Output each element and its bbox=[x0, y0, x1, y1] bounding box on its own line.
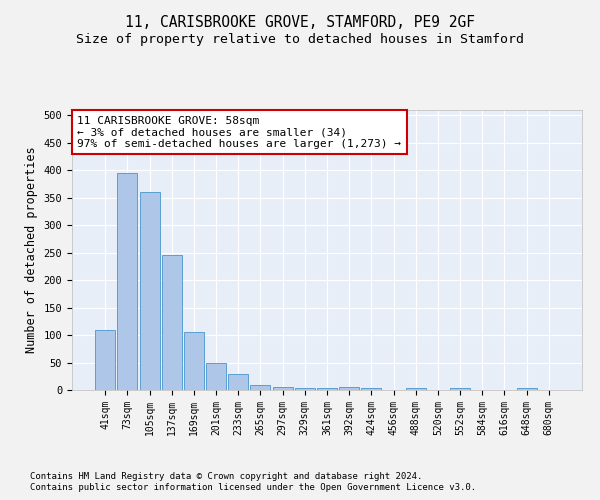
Text: Contains public sector information licensed under the Open Government Licence v3: Contains public sector information licen… bbox=[30, 484, 476, 492]
Bar bbox=[517, 388, 536, 390]
Text: 11 CARISBROOKE GROVE: 58sqm
← 3% of detached houses are smaller (34)
97% of semi: 11 CARISBROOKE GROVE: 58sqm ← 3% of deta… bbox=[77, 116, 401, 149]
Text: Size of property relative to detached houses in Stamford: Size of property relative to detached ho… bbox=[76, 32, 524, 46]
Bar bbox=[140, 192, 160, 390]
Bar bbox=[317, 388, 337, 390]
Text: Contains HM Land Registry data © Crown copyright and database right 2024.: Contains HM Land Registry data © Crown c… bbox=[30, 472, 422, 481]
Bar bbox=[228, 374, 248, 390]
Bar bbox=[361, 388, 382, 390]
Text: 11, CARISBROOKE GROVE, STAMFORD, PE9 2GF: 11, CARISBROOKE GROVE, STAMFORD, PE9 2GF bbox=[125, 15, 475, 30]
Bar bbox=[295, 388, 315, 390]
Bar bbox=[339, 386, 359, 390]
Bar bbox=[272, 386, 293, 390]
Bar bbox=[250, 385, 271, 390]
Y-axis label: Number of detached properties: Number of detached properties bbox=[25, 146, 38, 354]
Bar bbox=[406, 388, 426, 390]
Bar bbox=[95, 330, 115, 390]
Bar bbox=[118, 173, 137, 390]
Bar bbox=[162, 256, 182, 390]
Bar bbox=[184, 332, 204, 390]
Bar bbox=[206, 362, 226, 390]
Bar bbox=[450, 388, 470, 390]
